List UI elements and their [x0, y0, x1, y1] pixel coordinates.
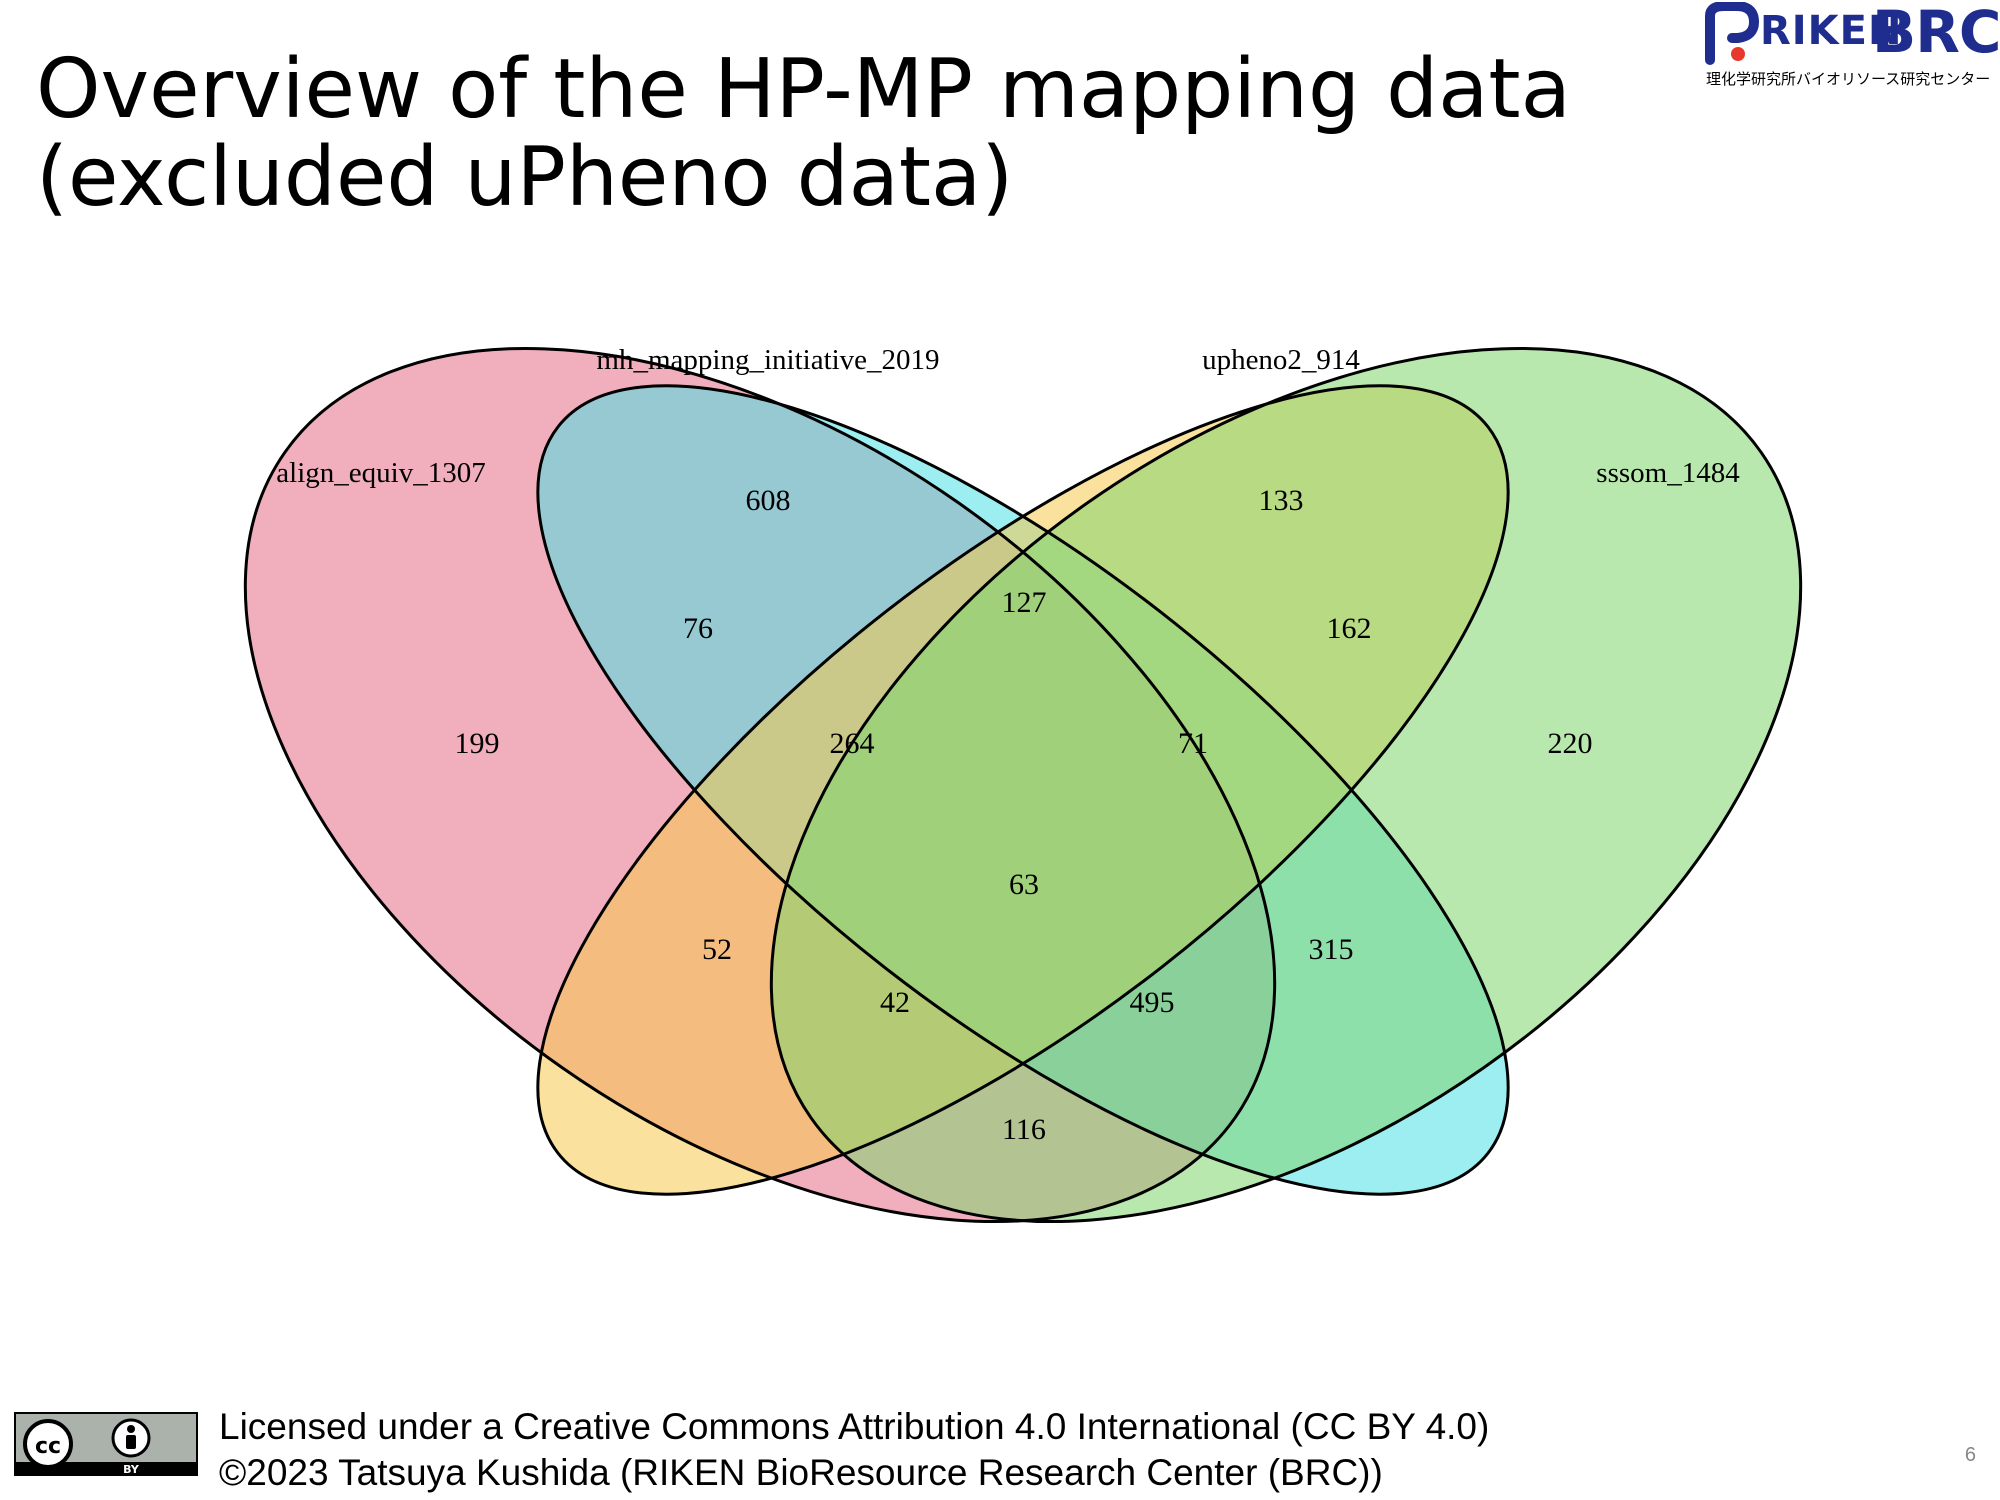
riken-brc-logo: RIKEN BRC 理化学研究所バイオリソース研究センター [1700, 0, 2000, 92]
region-count-upheno-sssom: 162 [1327, 612, 1372, 645]
license-text: Licensed under a Creative Commons Attrib… [219, 1404, 1489, 1496]
region-count-align-mh-upheno: 264 [830, 727, 875, 760]
license-line-2: ©2023 Tatsuya Kushida (RIKEN BioResource… [219, 1452, 1383, 1493]
region-count-mh-upheno: 127 [1002, 586, 1047, 619]
region-count-align-upheno-sssom: 42 [880, 986, 910, 1019]
riken-mark-icon [1705, 2, 1760, 65]
set-label-upheno2: upheno2_914 [1202, 344, 1360, 376]
svg-text:cc: cc [35, 1434, 61, 1459]
region-count-all-four: 63 [1009, 868, 1039, 901]
logo-brc-text: BRC [1872, 0, 2000, 66]
page-number: 6 [1964, 1444, 1976, 1466]
venn-outline-upheno2 [536, 384, 1510, 1196]
region-count-align-sssom: 116 [1002, 1113, 1046, 1146]
slide-title-line-2: (excluded uPheno data) [36, 130, 1014, 225]
slide-title: Overview of the HP-MP mapping data (excl… [36, 46, 1676, 222]
venn-outline-sssom [769, 346, 1803, 1224]
cc-by-badge[interactable]: cc BY [14, 1412, 198, 1476]
set-label-mh-mapping-initiative: mh_mapping_initiative_2019 [596, 344, 939, 376]
region-count-sssom-only: 220 [1548, 727, 1593, 760]
venn-set-sssom [771, 348, 1801, 1222]
region-count-align-mh: 76 [683, 612, 713, 645]
license-footer: cc BY Licensed under a Creative Commons … [14, 1404, 1974, 1500]
region-count-align-upheno: 52 [702, 933, 732, 966]
region-count-mh-upheno-sssom: 71 [1178, 727, 1208, 760]
region-count-mh-sssom: 315 [1309, 933, 1354, 966]
set-label-align-equiv: align_equiv_1307 [276, 457, 485, 489]
license-line-1: Licensed under a Creative Commons Attrib… [219, 1406, 1490, 1447]
venn-outline-mh-mapping-initiative [536, 384, 1510, 1196]
slide-title-line-1: Overview of the HP-MP mapping data [36, 42, 1571, 137]
venn-outline-align-equiv [243, 346, 1277, 1224]
region-count-upheno-only: 133 [1259, 484, 1304, 517]
logo-subtitle: 理化学研究所バイオリソース研究センター [1706, 70, 1991, 88]
region-count-align-only: 199 [455, 727, 500, 760]
venn-diagram: align_equiv_1307 mh_mapping_initiative_2… [243, 344, 1803, 1224]
logo-riken-text: RIKEN [1760, 8, 1903, 54]
region-count-align-mh-sssom: 495 [1130, 986, 1175, 1019]
cc-icon [23, 1419, 73, 1469]
set-label-sssom: sssom_1484 [1596, 457, 1740, 489]
cc-by-label: BY [123, 1463, 140, 1476]
region-count-mh-only: 608 [746, 484, 791, 517]
